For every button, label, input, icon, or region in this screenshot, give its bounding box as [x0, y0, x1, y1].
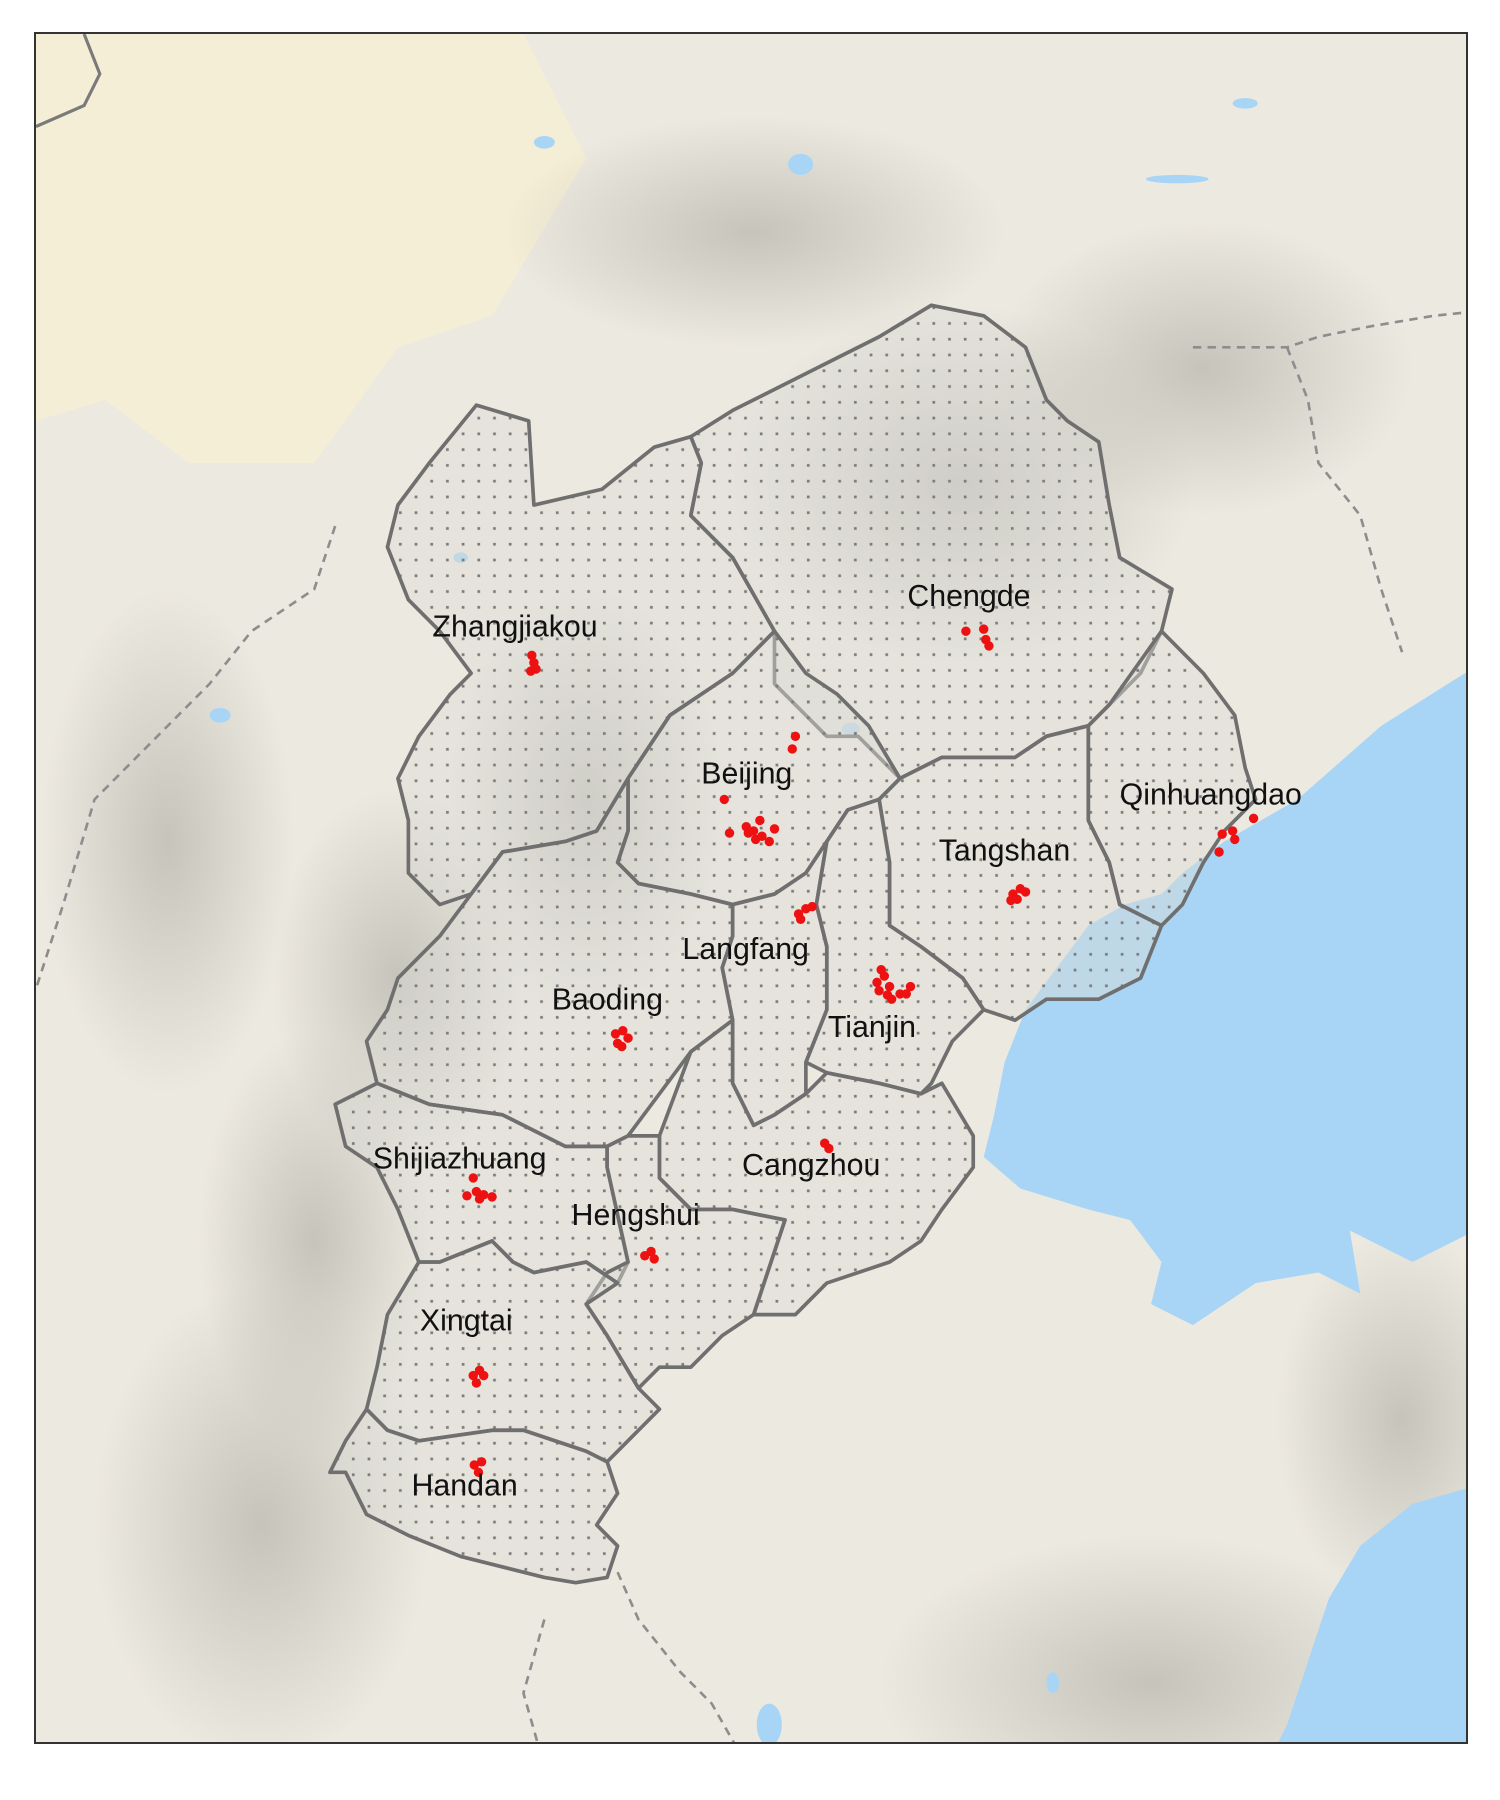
site-marker-shijiazhuang-2[interactable] — [471, 1186, 482, 1197]
site-marker-shijiazhuang-1[interactable] — [462, 1191, 472, 1201]
site-marker-tianjin-7[interactable] — [876, 965, 886, 975]
site-marker-handan-2[interactable] — [476, 1457, 487, 1467]
site-marker-langfang-3[interactable] — [807, 901, 817, 912]
desert-area — [36, 34, 587, 463]
region-hengshui[interactable] — [584, 1134, 787, 1391]
label-cangzhou: Cangzhou — [742, 1148, 880, 1182]
site-marker-baoding-5[interactable] — [617, 1041, 627, 1052]
label-tianjin: Tianjin — [828, 1010, 916, 1044]
label-handan: Handan — [412, 1468, 518, 1502]
site-marker-tangshan-3[interactable] — [1020, 887, 1031, 897]
site-marker-tianjin-5[interactable] — [886, 994, 897, 1004]
site-marker-chengde-1[interactable] — [961, 626, 971, 636]
site-marker-tianjin-9[interactable] — [905, 981, 916, 992]
site-marker-chengde-2[interactable] — [978, 624, 989, 634]
map-canvas[interactable]: Zhangjiakou Chengde Beijing Qinhuangdao … — [36, 34, 1468, 1744]
site-marker-hengshui-3[interactable] — [649, 1254, 659, 1264]
site-marker-hengshui-2[interactable] — [646, 1246, 656, 1257]
site-marker-qinhuangdao-2[interactable] — [1227, 826, 1238, 836]
label-qinhuangdao: Qinhuangdao — [1120, 778, 1302, 812]
site-marker-xingtai-3[interactable] — [478, 1370, 489, 1381]
site-marker-beijing-12[interactable] — [787, 744, 797, 754]
label-xingtai: Xingtai — [420, 1303, 513, 1337]
site-marker-qinhuangdao-5[interactable] — [1248, 813, 1259, 824]
province-borders — [36, 34, 1466, 1742]
study-regions — [328, 303, 1258, 1585]
label-hengshui: Hengshui — [572, 1198, 700, 1232]
label-shijiazhuang: Shijiazhuang — [373, 1141, 547, 1175]
site-marker-baoding-2[interactable] — [618, 1025, 628, 1036]
site-marker-tianjin-10[interactable] — [884, 981, 895, 992]
site-marker-beijing-7[interactable] — [743, 828, 754, 838]
site-marker-tianjin-1[interactable] — [872, 977, 882, 988]
site-marker-beijing-9[interactable] — [755, 815, 765, 826]
site-marker-beijing-11[interactable] — [790, 731, 801, 742]
bohai-sea — [983, 672, 1466, 1326]
label-chengde: Chengde — [907, 579, 1030, 613]
label-zhangjiakou: Zhangjiakou — [432, 609, 597, 643]
site-marker-beijing-6[interactable] — [750, 834, 761, 845]
site-marker-shijiazhuang-6[interactable] — [474, 1194, 485, 1204]
label-baoding: Baoding — [552, 983, 663, 1017]
site-marker-xingtai-1[interactable] — [468, 1370, 478, 1381]
site-marker-beijing-10[interactable] — [724, 828, 735, 838]
site-marker-baoding-1[interactable] — [610, 1029, 621, 1039]
monitoring-sites — [462, 624, 1259, 1478]
yellow-sea — [1278, 1488, 1466, 1742]
map-frame: Zhangjiakou Chengde Beijing Qinhuangdao … — [34, 32, 1468, 1744]
city-labels: Zhangjiakou Chengde Beijing Qinhuangdao … — [373, 579, 1302, 1503]
site-marker-beijing-5[interactable] — [764, 836, 774, 847]
site-marker-langfang-4[interactable] — [795, 914, 806, 925]
site-marker-tianjin-3[interactable] — [874, 986, 884, 996]
site-marker-tianjin-8[interactable] — [901, 989, 911, 999]
site-marker-cangzhou-2[interactable] — [824, 1143, 834, 1154]
site-marker-handan-1[interactable] — [469, 1460, 479, 1470]
site-marker-qinhuangdao-3[interactable] — [1230, 834, 1240, 845]
region-handan[interactable] — [328, 1407, 620, 1585]
site-marker-qinhuangdao-4[interactable] — [1214, 847, 1224, 857]
site-marker-shijiazhuang-4[interactable] — [487, 1192, 497, 1202]
site-marker-beijing-1[interactable] — [719, 794, 729, 805]
site-marker-chengde-4[interactable] — [984, 641, 994, 651]
site-marker-tangshan-5[interactable] — [1006, 895, 1016, 906]
site-marker-handan-3[interactable] — [473, 1467, 484, 1478]
site-marker-xingtai-4[interactable] — [471, 1378, 482, 1388]
site-marker-zhangjiakou-1[interactable] — [527, 650, 537, 661]
site-marker-baoding-4[interactable] — [623, 1033, 633, 1043]
label-langfang: Langfang — [682, 932, 809, 966]
label-tangshan: Tangshan — [939, 833, 1071, 867]
label-beijing: Beijing — [701, 757, 792, 791]
site-marker-qinhuangdao-1[interactable] — [1217, 829, 1227, 839]
site-marker-shijiazhuang-5[interactable] — [468, 1173, 478, 1183]
site-marker-beijing-8[interactable] — [769, 824, 780, 834]
site-marker-zhangjiakou-4[interactable] — [531, 664, 541, 674]
